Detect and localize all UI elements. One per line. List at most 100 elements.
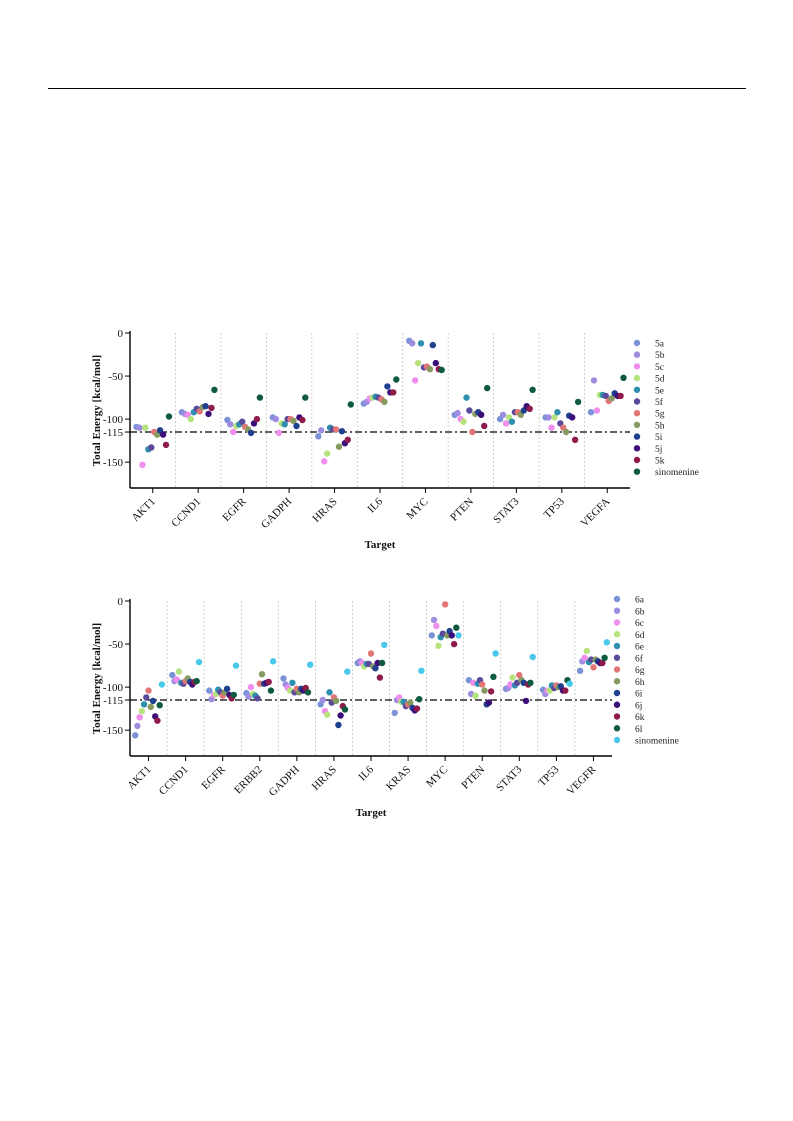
data-point-6k: [154, 717, 161, 724]
data-point-6k: [376, 674, 384, 681]
data-point-6b: [134, 722, 141, 730]
data-point-6e: [326, 689, 333, 696]
legend-label-6f: 6f: [635, 653, 644, 664]
x-tick-label: ERBB2: [232, 764, 265, 797]
data-point-5i: [293, 422, 300, 430]
x-tick-label: GADPH: [267, 764, 302, 799]
legend-label-5k: 5k: [655, 457, 665, 467]
legend-label-6k: 6k: [635, 713, 645, 723]
data-point-5f: [148, 444, 155, 451]
data-point-5h: [608, 395, 615, 402]
data-point-6b: [319, 696, 326, 704]
x-tick-label: HRAS: [310, 764, 339, 793]
chart-2: 0 -50 -100-115 -150 AKT1 CCND1 EGFR ERBB2 GADPH H…: [91, 596, 679, 820]
x-tick-label: STAT3: [494, 763, 525, 794]
data-point-6j: [448, 632, 455, 639]
data-point-5d: [414, 359, 422, 367]
data-point-6e: [289, 679, 296, 686]
data-point-sinomenine: [269, 658, 277, 665]
data-point-6b: [430, 616, 438, 624]
x-axis-title: Target: [365, 539, 396, 551]
data-point-5i: [429, 341, 436, 349]
data-point-6f: [143, 694, 150, 701]
legend-label-5d: 5d: [655, 375, 665, 385]
data-point-sinomenine: [302, 394, 309, 401]
data-point-sinomenine: [529, 386, 536, 393]
x-tick-label: IL6: [365, 495, 385, 515]
data-point-sinomenine: [418, 667, 425, 674]
data-point-5b: [227, 421, 234, 428]
x-tick-label: GADPH: [259, 496, 294, 531]
data-point-5c: [139, 461, 146, 468]
data-point-6i: [335, 721, 342, 729]
data-point-6g: [145, 687, 152, 694]
data-point-sinomenine: [158, 681, 166, 688]
data-point-5e: [463, 394, 470, 401]
data-point-6l: [453, 624, 460, 631]
data-point-5k: [526, 405, 533, 412]
data-point-sinomenine: [165, 413, 173, 420]
data-point-5c: [502, 420, 510, 427]
data-point-6k: [265, 678, 272, 686]
legend-marker-5j: [633, 445, 641, 452]
x-tick-label: MYC: [424, 764, 450, 790]
data-point-5b: [409, 340, 416, 347]
legend-label-5c: 5c: [655, 363, 664, 373]
data-point-6h: [481, 687, 488, 694]
legend-marker-5h: [633, 421, 641, 429]
y-tick-label: 0: [118, 596, 124, 608]
x-tick-label: PTEN: [459, 764, 487, 792]
legend-label-6b: 6b: [635, 607, 645, 617]
data-point-5k: [208, 404, 215, 412]
data-point-6l: [304, 689, 312, 696]
data-point-5b: [318, 427, 325, 434]
data-point-6l: [378, 659, 386, 667]
legend-marker-5g: [633, 410, 641, 417]
legend-label-6l: 6l: [635, 725, 643, 735]
y-tick-label: -100: [103, 414, 124, 426]
data-point-6g: [367, 650, 375, 657]
data-point-5k: [162, 441, 170, 449]
data-point-5c: [321, 458, 328, 465]
data-point-6g: [479, 681, 486, 688]
data-point-6g: [516, 671, 523, 679]
data-point-6j: [337, 712, 344, 719]
legend-label-6a: 6a: [635, 596, 645, 606]
data-point-6l: [416, 696, 423, 703]
y-tick-label: 0: [118, 328, 124, 340]
x-tick-label: VEGFA: [579, 496, 613, 530]
data-point-sinomenine: [232, 662, 240, 669]
data-point-5h: [381, 398, 388, 406]
data-point-6l: [601, 654, 608, 661]
data-point-6g: [590, 664, 597, 671]
x-tick-label: CCND1: [169, 496, 203, 530]
legend-label-5a: 5a: [655, 340, 665, 350]
data-point-5g: [469, 428, 476, 436]
data-point-5f: [602, 392, 609, 400]
y-tick-label: -115: [103, 695, 123, 707]
data-point-6j: [374, 659, 381, 667]
data-point-6a: [391, 709, 398, 717]
x-tick-label: VEGFR: [565, 763, 599, 797]
data-point-5e: [554, 409, 561, 416]
data-point-6a: [280, 675, 287, 682]
legend-marker-6e: [613, 642, 621, 650]
data-point-5i: [384, 383, 391, 390]
data-point-5h: [335, 443, 343, 450]
x-tick-label: KRAS: [384, 764, 413, 793]
data-point-6c: [581, 654, 588, 661]
chart-1: 0 -50 -100-115 -150 AKT1 CCND1 EGFR GADPH HRAS IL…: [91, 328, 699, 551]
x-tick-label: TP53: [536, 763, 562, 789]
x-tick-label: STAT3: [491, 495, 522, 526]
data-point-6l: [341, 706, 349, 713]
legend-label-6h: 6h: [635, 678, 645, 688]
data-point-sinomenine: [566, 680, 573, 687]
data-point-6a: [132, 732, 139, 739]
y-tick-label: -115: [103, 427, 123, 439]
legend-label-5h: 5h: [655, 421, 665, 431]
data-point-sinomenine: [438, 366, 445, 374]
legend-marker-6f: [613, 654, 621, 661]
data-point-5c: [411, 377, 419, 384]
data-point-6d: [509, 674, 516, 681]
legend-label-6d: 6d: [635, 631, 645, 641]
